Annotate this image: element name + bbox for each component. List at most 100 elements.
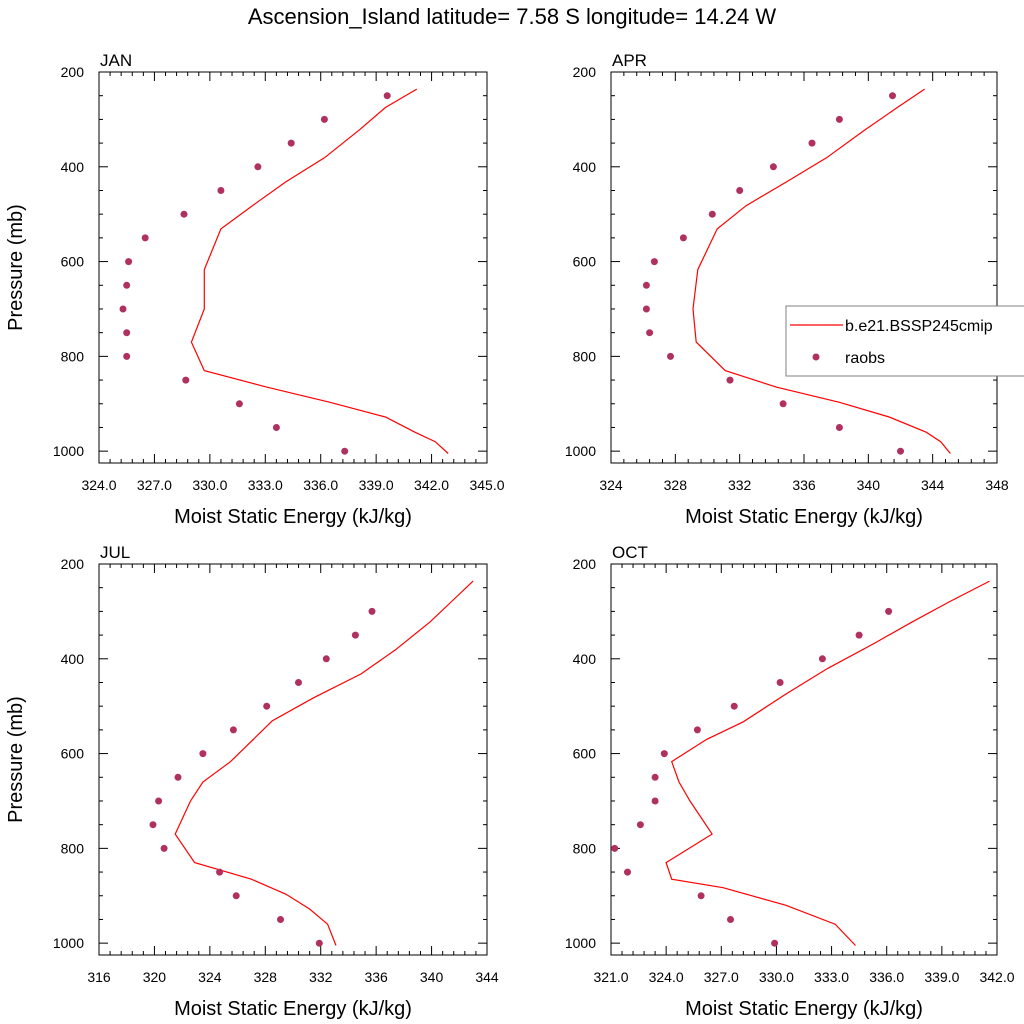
raobs-point [693,726,701,734]
raobs-point [315,939,323,947]
y-tick-label: 1000 [565,935,596,951]
y-tick-label: 1000 [53,443,84,459]
y-tick-label: 200 [573,556,597,572]
raobs-point [180,210,188,218]
y-axis-label: Pressure (mb) [5,696,27,823]
y-tick-label: 1000 [565,443,596,459]
raobs-point [646,329,654,337]
series-line-model [174,580,474,946]
raobs-point [808,139,816,147]
y-tick-label: 800 [573,348,597,364]
legend-box [785,305,1024,377]
raobs-point [855,631,863,639]
raobs-point [636,821,644,829]
raobs-point [368,607,376,615]
plot-frame [610,563,998,956]
raobs-point [232,892,240,900]
x-tick-label: 330.0 [192,477,227,493]
x-axis-label: Moist Static Energy (kJ/kg) [174,506,412,528]
panel-apr: APR 324 328 332 336 340 344 348 200 400 600 800 1000… [565,51,1009,528]
x-tick-label: 344 [921,477,945,493]
x-tick-label: 324 [599,477,623,493]
x-tick-label: 345.0 [469,477,504,493]
x-tick-label: 321.0 [593,969,628,985]
raobs-point [818,655,826,663]
raobs-point [217,187,225,194]
x-tick-label: 324.0 [649,969,684,985]
panel-oct: OCT 321.0 324.0 327.0 330.0 333.0 336.0 339.0 34… [565,543,1015,1020]
legend-line-label: b.e21.BSSP245cmip [845,318,993,335]
raobs-point [123,329,131,337]
raobs-point [642,281,650,289]
raobs-point [351,631,359,639]
raobs-point [199,750,207,758]
y-axis-label: Pressure (mb) [5,204,27,331]
series-line-model [665,580,990,946]
x-tick-label: 342.0 [979,969,1014,985]
x-tick-label: 320 [143,969,167,985]
raobs-point [727,916,734,923]
raobs-point [287,139,295,147]
raobs-point [216,868,224,876]
panel-title: APR [612,51,647,70]
raobs-point [611,844,619,852]
panel-title: OCT [612,543,648,562]
raobs-point [650,258,658,266]
raobs-point [771,939,779,947]
y-tick-label: 400 [61,651,85,667]
y-tick-label: 400 [573,651,597,667]
raobs-point [320,115,328,123]
x-tick-label: 340 [420,969,444,985]
x-tick-label: 333.0 [814,969,849,985]
x-tick-label: 336 [792,477,816,493]
x-tick-label: 332 [309,969,333,985]
raobs-point [769,163,777,171]
y-tick-label: 600 [573,746,597,762]
x-tick-label: 336.0 [869,969,904,985]
x-tick-label: 316 [87,969,111,985]
y-tick-label: 200 [61,64,85,80]
legend: b.e21.BSSP245cmip raobs [785,305,1024,377]
raobs-point [776,679,784,686]
legend-marker-label: raobs [845,350,885,367]
raobs-point [125,258,133,266]
raobs-point [123,352,131,360]
raobs-point [341,447,349,455]
x-tick-label: 328 [664,477,688,493]
y-tick-label: 600 [61,254,85,270]
x-tick-label: 327.0 [137,477,172,493]
raobs-point [624,868,631,876]
figure-title: Ascension_Island latitude= 7.58 S longit… [247,4,777,29]
x-tick-label: 324 [198,969,222,985]
raobs-point [229,726,237,734]
series-line-model [692,88,951,454]
x-axis-label: Moist Static Energy (kJ/kg) [685,998,923,1020]
raobs-point [160,844,168,852]
y-tick-label: 1000 [53,935,84,951]
y-tick-label: 600 [573,254,597,270]
raobs-point [651,797,659,805]
raobs-point [697,892,705,900]
raobs-point [235,400,243,408]
plot-frame [98,71,488,464]
raobs-point [885,607,893,615]
x-tick-label: 339.0 [359,477,394,493]
raobs-point [897,447,904,455]
raobs-point [295,679,302,686]
raobs-point [155,797,163,805]
raobs-point [174,773,182,781]
raobs-point [119,305,127,313]
x-tick-label: 327.0 [704,969,739,985]
x-tick-label: 339.0 [924,969,959,985]
raobs-point [272,424,280,431]
x-tick-label: 328 [254,969,278,985]
raobs-point [736,187,744,194]
x-axis-label: Moist Static Energy (kJ/kg) [685,506,923,528]
panel-title: JAN [100,51,132,70]
raobs-point [779,400,787,408]
x-tick-label: 344 [475,969,499,985]
y-tick-label: 400 [573,159,597,175]
x-tick-label: 332 [728,477,752,493]
x-tick-label: 333.0 [248,477,283,493]
x-tick-label: 336.0 [303,477,338,493]
